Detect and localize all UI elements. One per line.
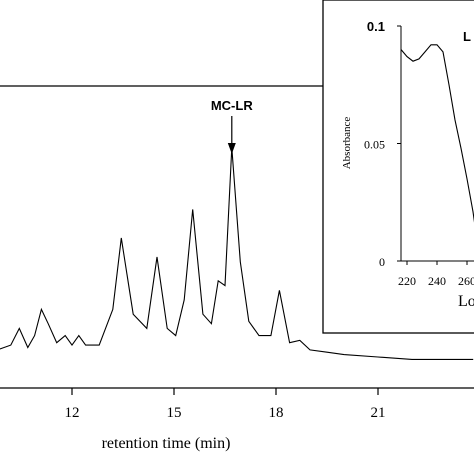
inset-y-tick-labels: 0 0.05 0.1 [364,19,385,269]
main-x-axis-label: retention time (min) [102,435,231,452]
chromatogram-trace [0,147,474,360]
mc-lr-annotation-label: MC-LR [211,98,253,113]
inset-x-axis-label: Lo [458,293,474,310]
inset-x-tick-label: 220 [398,274,416,288]
main-x-tick-label: 15 [167,405,182,421]
main-x-tick-labels: 912151821 [65,405,386,421]
inset-y-tick-label: 0.1 [367,19,385,34]
inset-x-tick-label: 240 [428,274,446,288]
inset-y-ticks [397,25,401,262]
inset-x-ticks [406,261,468,265]
main-x-tick-label: 18 [269,405,284,421]
inset-x-tick-label: 260 [458,274,474,288]
inset-box [322,0,474,334]
inset-y-tick-label: 0 [379,255,385,269]
inset-corner-label: L [463,29,471,44]
inset-x-tick-labels: 220 240 260 [398,274,474,288]
main-x-tick-label: 12 [65,405,80,421]
absorbance-spectrum-trace [400,44,474,223]
inset-y-tick-label: 0.05 [364,138,385,152]
inset-y-axis-label: Absorbance [341,117,353,170]
mc-lr-arrow-head [227,143,236,154]
main-x-tick-label: 21 [371,405,386,421]
main-x-ticks [71,388,379,395]
